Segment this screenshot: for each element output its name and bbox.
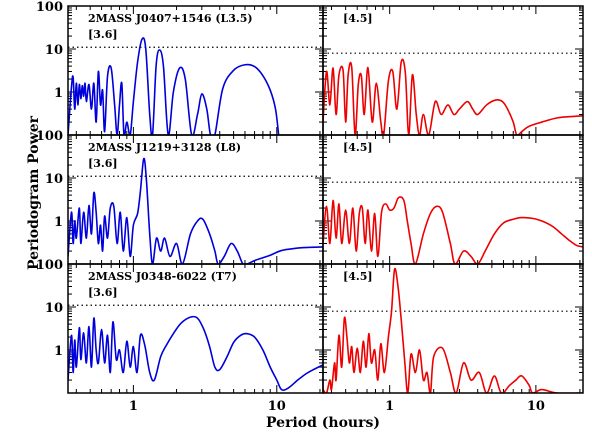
object-label: 2MASS J1219+3128 (L8)	[88, 141, 241, 154]
y-tick-label: 1	[54, 215, 63, 230]
x-axis-label: Period (hours)	[266, 415, 380, 431]
band-label: [4.5]	[343, 270, 373, 283]
panel-r3-ch2: [4.5] 1 10	[322, 263, 584, 414]
band-label: [4.5]	[343, 141, 373, 154]
panel-r2-ch2: [4.5]	[322, 134, 584, 265]
panel-frame	[322, 5, 584, 136]
object-label: 2MASS J0407+1546 (L3.5)	[88, 12, 253, 25]
x-tick-label: 10	[527, 399, 545, 414]
panels-group: 2MASS J0407+1546 (L3.5) [3.6] 100 10 1 [4.5] 2…	[36, 0, 584, 414]
y-tick-label: 10	[45, 172, 63, 187]
band-label: [3.6]	[88, 157, 118, 170]
series-line-ch2	[323, 267, 583, 393]
panel-frame	[67, 134, 324, 265]
y-tick-label: 100	[36, 258, 63, 273]
y-tick-label: 100	[36, 129, 63, 144]
y-tick-label: 1	[54, 86, 63, 101]
panel-r1-ch1: 2MASS J0407+1546 (L3.5) [3.6] 100 10 1	[36, 0, 324, 136]
panel-frame	[322, 134, 584, 265]
y-tick-label: 1	[54, 344, 63, 359]
panel-frame	[322, 263, 584, 394]
series-line-ch2	[323, 196, 583, 264]
panel-r2-ch1: 2MASS J1219+3128 (L8) [3.6] 100 10 1	[36, 129, 324, 265]
panel-r3-ch1: 2MASS J0348-6022 (T7) [3.6] 100 10 1 1 10	[36, 258, 324, 414]
object-label: 2MASS J0348-6022 (T7)	[88, 270, 237, 283]
x-tick-label: 1	[385, 399, 394, 414]
band-label: [3.6]	[88, 28, 118, 41]
x-tick-label: 10	[268, 399, 286, 414]
panel-frame	[67, 263, 324, 394]
series-line-ch1	[68, 157, 323, 264]
series-line-ch1	[68, 37, 280, 135]
series-line-ch1	[68, 315, 323, 391]
band-label: [3.6]	[88, 286, 118, 299]
band-label: [4.5]	[343, 12, 373, 25]
series-line-ch2	[323, 58, 583, 135]
y-tick-label: 100	[36, 0, 63, 15]
y-tick-label: 10	[45, 301, 63, 316]
panel-r1-ch2: [4.5]	[322, 5, 584, 136]
x-tick-label: 1	[129, 399, 138, 414]
y-axis-label: Periodogram Power	[26, 115, 42, 270]
y-tick-label: 10	[45, 43, 63, 58]
